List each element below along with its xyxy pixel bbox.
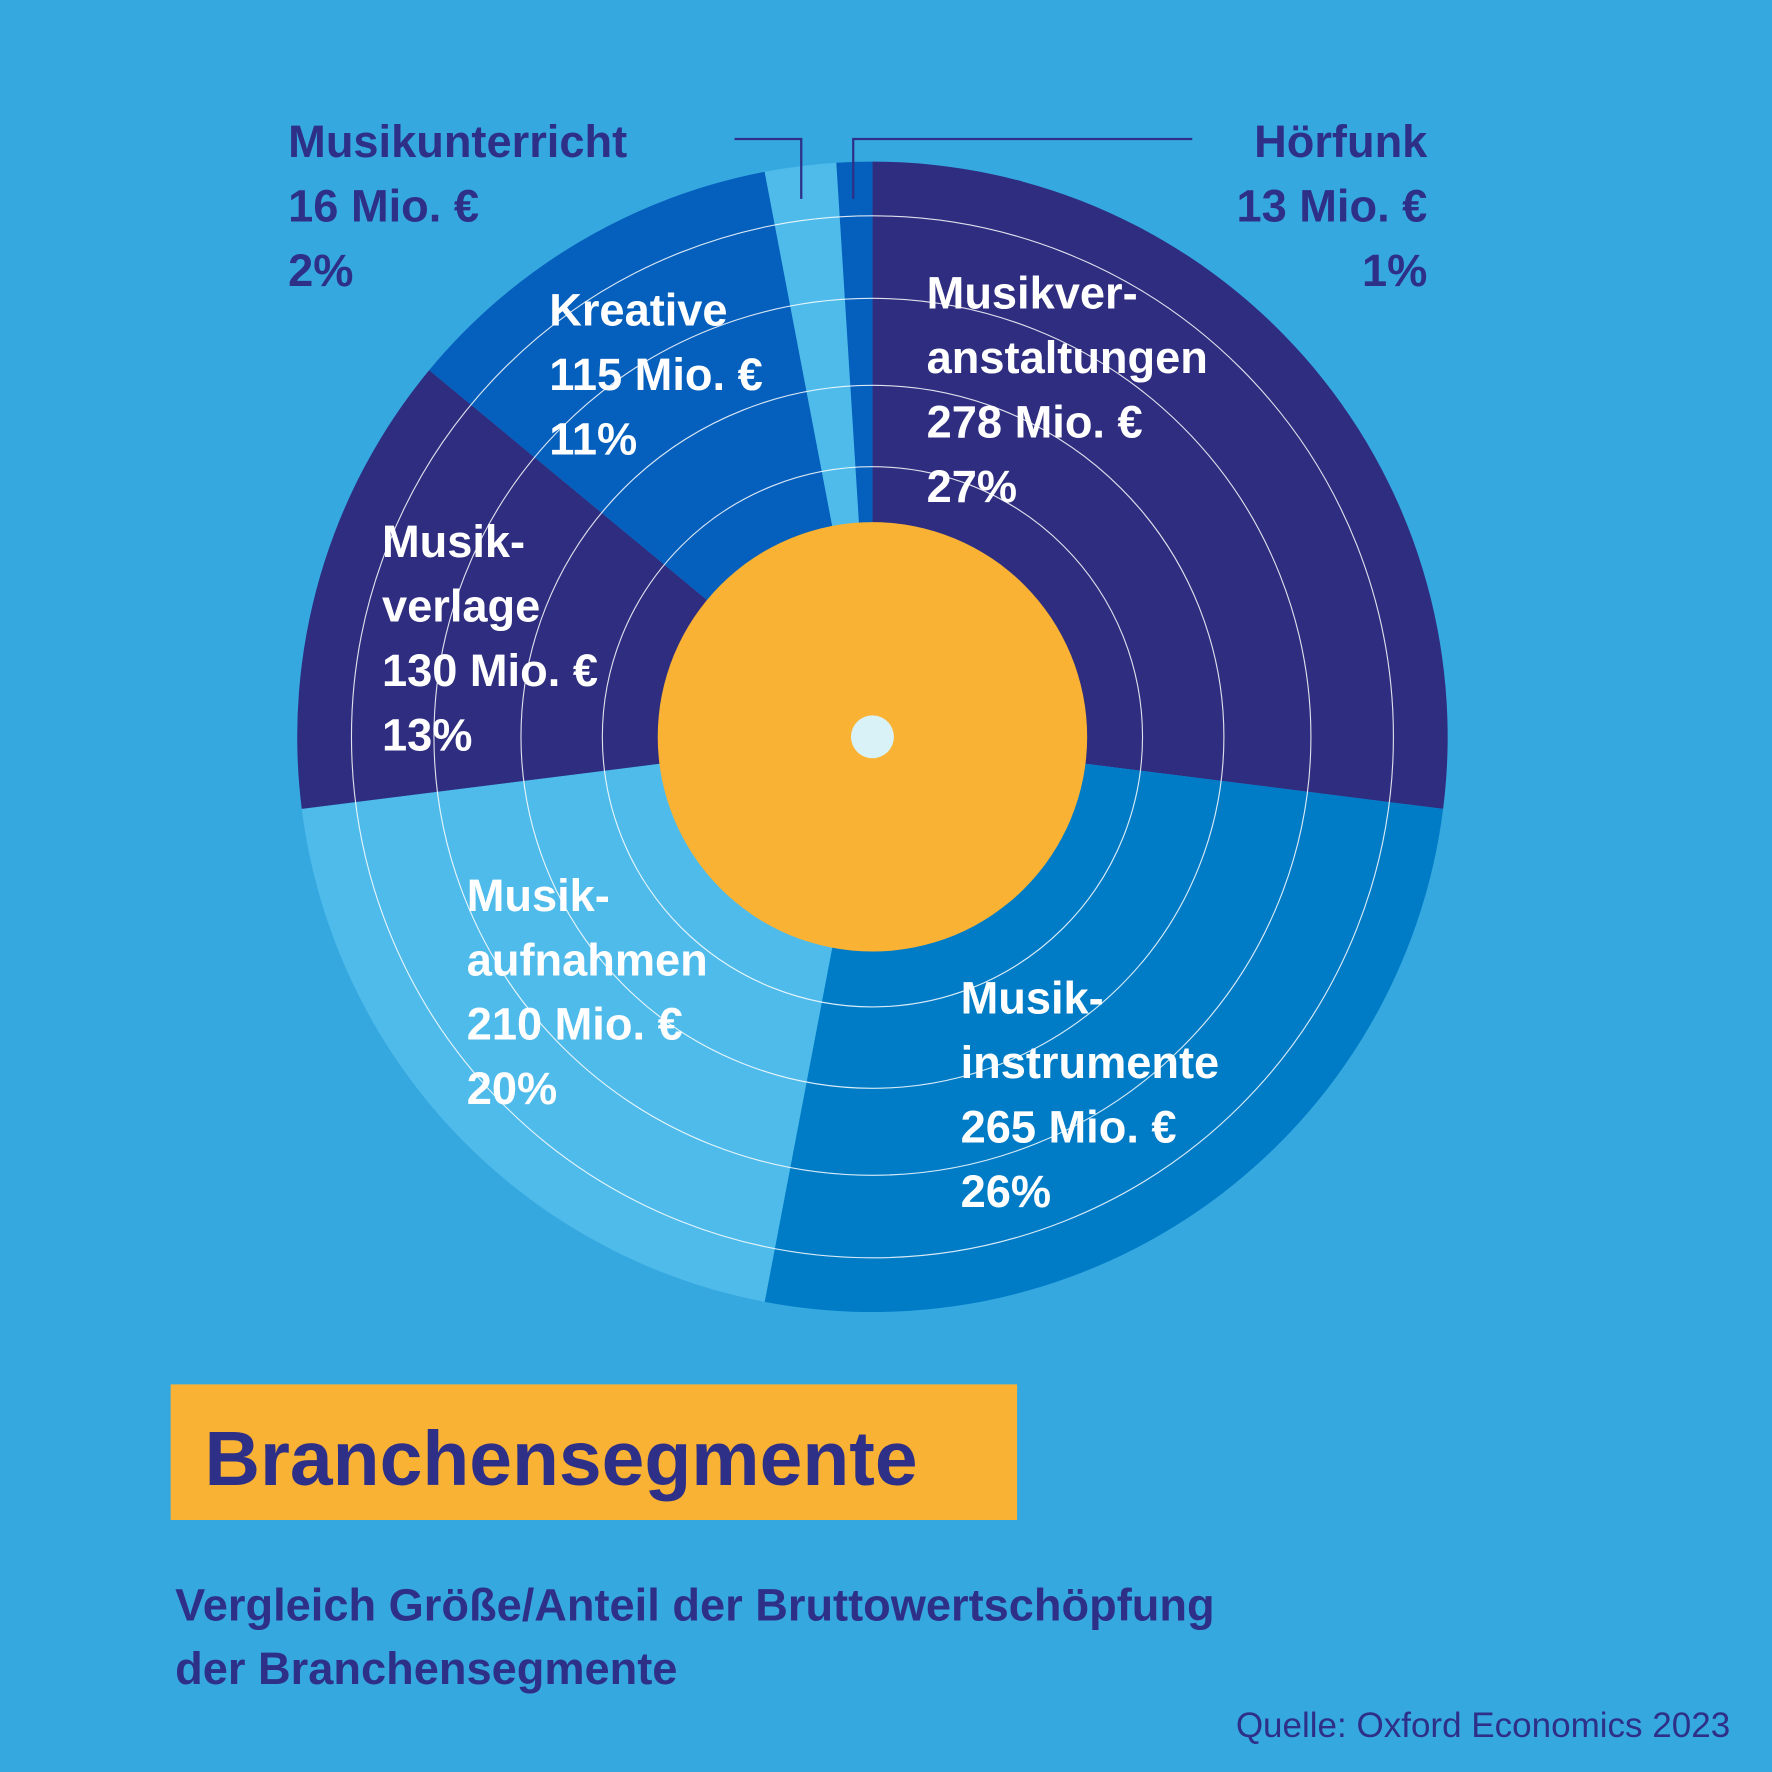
svg-text:130 Mio. €: 130 Mio. € [382, 645, 598, 696]
svg-text:Musik-: Musik- [382, 516, 525, 567]
svg-text:16 Mio. €: 16 Mio. € [288, 181, 479, 232]
svg-text:265 Mio. €: 265 Mio. € [961, 1102, 1177, 1153]
svg-text:Musikunterricht: Musikunterricht [288, 116, 627, 167]
leader-line-musikunterricht [734, 137, 803, 199]
source-note: Quelle: Oxford Economics 2023 [1236, 1706, 1730, 1745]
svg-text:Musik-: Musik- [961, 973, 1104, 1024]
svg-text:2%: 2% [288, 245, 353, 296]
groove-ring [601, 466, 1144, 1008]
groove-ring [350, 215, 1394, 1259]
chart-subtitle-line-2: der Branchensegmente [175, 1643, 677, 1694]
svg-text:Hörfunk: Hörfunk [1254, 116, 1428, 167]
chart-subtitle-line-1: Vergleich Größe/Anteil der Bruttowertsch… [175, 1580, 1214, 1631]
label-musikinstrumente: Musik- instrumente 265 Mio. € 26% [961, 973, 1220, 1217]
svg-text:11%: 11% [549, 413, 637, 464]
groove-ring [520, 384, 1225, 1089]
svg-text:13%: 13% [382, 709, 472, 760]
label-musikunterricht: Musikunterricht 16 Mio. € 2% [288, 116, 627, 296]
svg-text:13 Mio. €: 13 Mio. € [1236, 181, 1427, 232]
groove-ring [433, 297, 1312, 1176]
svg-text:anstaltungen: anstaltungen [927, 332, 1208, 383]
svg-text:Kreative: Kreative [549, 284, 727, 335]
grooves [350, 215, 1394, 1259]
chart-title: Branchensegmente [205, 1416, 918, 1502]
leader-line-hoerfunk [852, 137, 1193, 199]
svg-text:aufnahmen: aufnahmen [467, 934, 708, 985]
svg-text:26%: 26% [961, 1166, 1051, 1217]
title-box [170, 1384, 1018, 1520]
label-musikveranstaltungen: Musikver- anstaltungen 278 Mio. € 27% [927, 268, 1208, 512]
spindle-hole [850, 715, 894, 759]
svg-text:instrumente: instrumente [961, 1037, 1220, 1088]
svg-text:20%: 20% [467, 1063, 557, 1114]
svg-text:Musikver-: Musikver- [927, 268, 1138, 319]
svg-text:278 Mio. €: 278 Mio. € [927, 396, 1143, 447]
svg-text:Musik-: Musik- [467, 870, 610, 921]
label-musikverlage: Musik- verlage 130 Mio. € 13% [382, 516, 598, 760]
svg-text:210 Mio. €: 210 Mio. € [467, 999, 683, 1050]
svg-text:verlage: verlage [382, 581, 540, 632]
svg-text:27%: 27% [927, 461, 1017, 512]
svg-text:115 Mio. €: 115 Mio. € [549, 349, 763, 400]
label-kreative: Kreative 115 Mio. € 11% [549, 284, 763, 464]
svg-text:1%: 1% [1362, 245, 1427, 296]
label-hoerfunk: Hörfunk 13 Mio. € 1% [1236, 116, 1428, 296]
label-musikaufnahmen: Musik- aufnahmen 210 Mio. € 20% [467, 870, 708, 1114]
